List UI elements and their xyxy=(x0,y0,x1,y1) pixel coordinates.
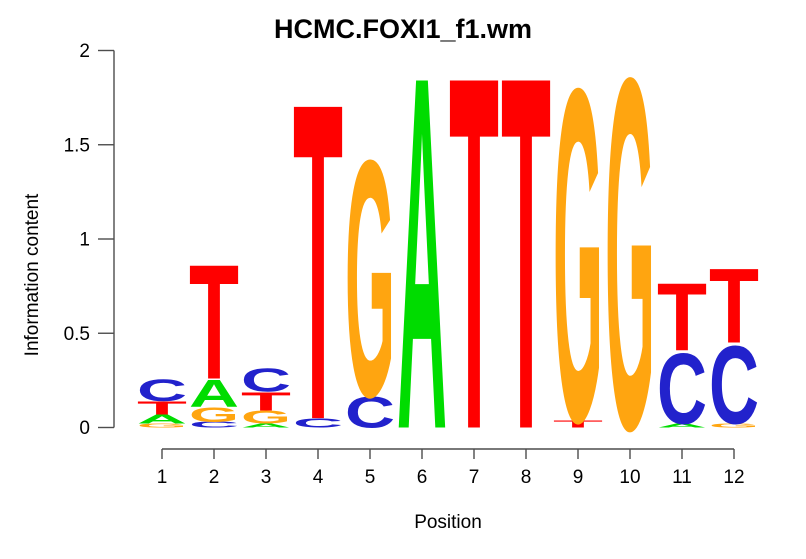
logo-letter-C-pos1: C xyxy=(137,373,187,408)
logo-letter-G-pos5: G xyxy=(345,90,395,468)
logo-letter-A-pos2: A xyxy=(189,371,239,415)
x-axis-label: Position xyxy=(414,512,482,533)
logo-letter-T-pos9: T xyxy=(553,418,603,430)
x-tick-label: 4 xyxy=(313,467,324,488)
chart-title: HCMC.FOXI1_f1.wm xyxy=(274,14,532,44)
y-tick-label: 0 xyxy=(79,418,90,439)
x-tick-label: 7 xyxy=(469,467,480,488)
x-tick-label: 3 xyxy=(261,467,272,488)
logo-letter-A-pos11: A xyxy=(657,423,707,429)
logo-letter-C-pos2: C xyxy=(189,421,239,430)
x-tick-label: 9 xyxy=(573,467,584,488)
x-tick-label: 5 xyxy=(365,467,376,488)
logo-letter-C-pos4: C xyxy=(293,416,343,431)
logo-letter-G-pos1: G xyxy=(137,423,187,429)
y-tick-label: 1.5 xyxy=(64,135,90,156)
x-tick-label: 6 xyxy=(417,467,428,488)
y-tick-label: 1 xyxy=(79,230,90,251)
x-tick-label: 12 xyxy=(723,467,744,488)
logo-letter-T-pos12: T xyxy=(709,247,759,366)
logo-letter-C-pos3: C xyxy=(241,362,291,400)
logo-letter-C-pos12: C xyxy=(709,324,759,448)
x-tick-label: 2 xyxy=(209,467,220,488)
logo-letter-C-pos5: C xyxy=(345,387,395,437)
logo-letter-C-pos11: C xyxy=(657,332,707,445)
logo-letter-G-pos9: G xyxy=(553,0,603,521)
logo-letter-T-pos8: T xyxy=(501,0,551,534)
logo-letter-G-pos3: G xyxy=(241,407,291,427)
x-tick-label: 1 xyxy=(157,467,168,488)
logo-letter-T-pos4: T xyxy=(293,10,343,515)
logo-letter-T-pos2: T xyxy=(189,230,239,414)
axes: 00.511.521 2 3 4 5 6 7 8 9 10 11 12 xyxy=(64,41,745,488)
logo-letter-G-pos12: G xyxy=(709,423,759,429)
x-tick-label: 11 xyxy=(672,467,692,488)
logo-letter-T-pos11: T xyxy=(657,265,707,372)
y-tick-label: 0.5 xyxy=(64,324,90,345)
logo-letter-A-pos6: A xyxy=(397,0,447,534)
logo-letter-G-pos2: G xyxy=(189,403,239,426)
logo-letter-A-pos1: A xyxy=(137,412,187,427)
x-tick-label: 8 xyxy=(521,467,532,488)
x-tick-label: 10 xyxy=(619,467,640,488)
logo-letter-A-pos3: A xyxy=(241,423,291,429)
y-axis-label: Information content xyxy=(22,193,43,356)
logo-letter-T-pos1: T xyxy=(137,398,187,418)
logo-letter-G-pos10: G xyxy=(605,0,655,534)
logo-letter-T-pos3: T xyxy=(241,388,291,417)
y-tick-label: 2 xyxy=(79,41,90,62)
logo-letter-T-pos7: T xyxy=(449,0,499,534)
